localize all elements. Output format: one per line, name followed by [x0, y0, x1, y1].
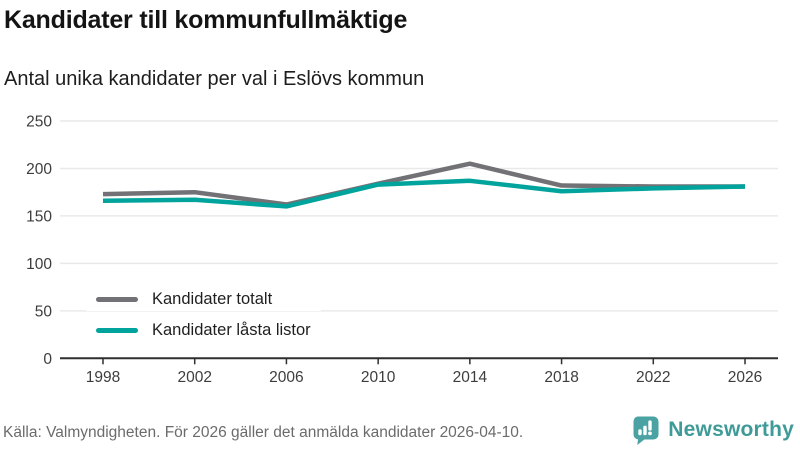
chart-footer: Källa: Valmyndigheten. För 2026 gäller d… — [0, 412, 800, 450]
gridlines — [60, 120, 778, 312]
x-axis-labels: 1998 2002 2006 2010 2014 2018 2022 2026 — [86, 369, 762, 386]
svg-text:0: 0 — [43, 351, 52, 368]
svg-text:100: 100 — [26, 256, 52, 273]
svg-text:2018: 2018 — [544, 369, 578, 386]
svg-text:1998: 1998 — [86, 369, 120, 386]
svg-text:2026: 2026 — [728, 369, 762, 386]
svg-text:2014: 2014 — [453, 369, 488, 386]
chart-legend: Kandidater totalt Kandidater låsta listo… — [86, 287, 321, 342]
y-axis-labels: 0 50 100 150 200 250 — [26, 114, 52, 368]
x-axis-ticks — [102, 358, 746, 365]
svg-text:2010: 2010 — [361, 369, 396, 386]
svg-text:2006: 2006 — [269, 369, 303, 386]
newsworthy-wordmark: Newsworthy — [668, 418, 794, 441]
svg-text:150: 150 — [26, 208, 52, 225]
series-line-0 — [102, 161, 745, 207]
newsworthy-brand: Newsworthy — [631, 415, 794, 445]
newsworthy-logo-icon — [633, 416, 659, 445]
source-note: Källa: Valmyndigheten. För 2026 gäller d… — [3, 424, 524, 441]
series-line-1 — [102, 178, 746, 209]
svg-text:250: 250 — [26, 114, 52, 131]
svg-text:50: 50 — [35, 303, 53, 320]
legend-item-total: Kandidater totalt — [86, 287, 321, 311]
chart-subtitle: Antal unika kandidater per val i Eslövs … — [4, 68, 425, 90]
legend-swatch-locked-lists — [96, 327, 138, 333]
legend-label-locked-lists: Kandidater låsta listor — [152, 320, 311, 339]
svg-text:2002: 2002 — [177, 369, 211, 386]
legend-swatch-total — [96, 296, 138, 302]
legend-label-total: Kandidater totalt — [152, 289, 273, 308]
legend-item-locked-lists: Kandidater låsta listor — [86, 318, 321, 342]
svg-text:200: 200 — [26, 161, 52, 178]
page-title: Kandidater till kommunfullmäktige — [4, 6, 408, 34]
svg-text:2022: 2022 — [636, 369, 670, 386]
